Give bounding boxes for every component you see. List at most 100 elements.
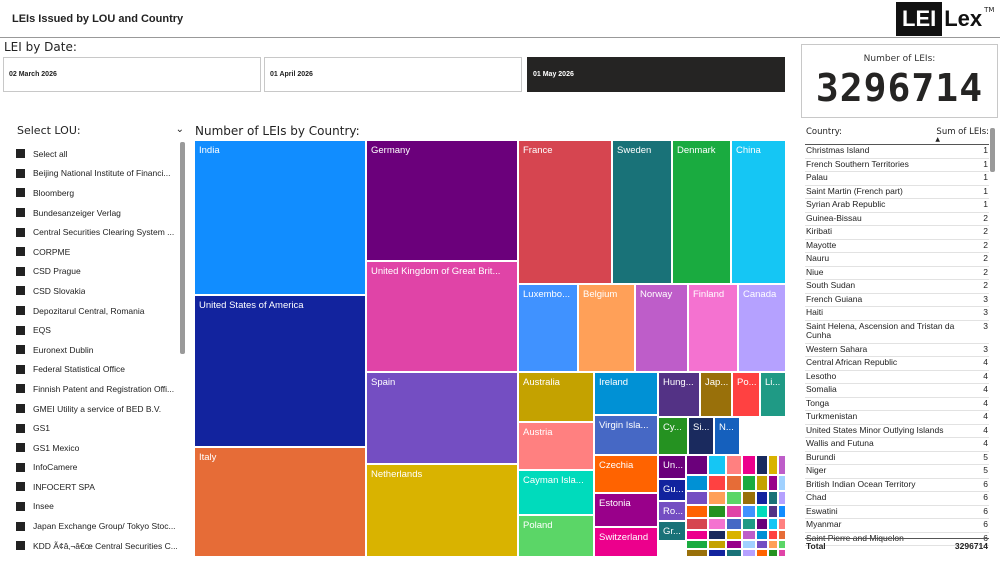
treemap-tile[interactable] bbox=[778, 518, 786, 530]
lou-option[interactable]: Beijing National Institute of Financi... bbox=[16, 164, 180, 184]
treemap-tile[interactable]: Virgin Isla... bbox=[594, 415, 658, 455]
treemap-tile[interactable] bbox=[768, 530, 778, 540]
table-row[interactable]: Western Sahara 3 bbox=[805, 344, 989, 357]
treemap-tile[interactable] bbox=[708, 530, 726, 540]
treemap-tile[interactable] bbox=[708, 475, 726, 491]
table-row[interactable]: French Southern Territories 1 bbox=[805, 159, 989, 172]
checkbox-icon[interactable] bbox=[16, 462, 25, 472]
treemap-tile[interactable]: Norway bbox=[635, 284, 688, 372]
table-row[interactable]: Saint Helena, Ascension and Tristan da C… bbox=[805, 321, 989, 344]
table-row[interactable]: Kiribati 2 bbox=[805, 226, 989, 240]
treemap-tile[interactable] bbox=[686, 518, 708, 530]
treemap-tile[interactable] bbox=[778, 549, 786, 557]
lou-option[interactable]: Japan Exchange Group/ Tokyo Stoc... bbox=[16, 516, 180, 536]
lou-option[interactable]: GMEI Utility a service of BED B.V. bbox=[16, 399, 180, 419]
treemap-tile[interactable] bbox=[726, 475, 742, 491]
treemap-tile[interactable]: Belgium bbox=[578, 284, 635, 372]
treemap-tile[interactable]: Poland bbox=[518, 515, 594, 557]
table-row[interactable]: Eswatini 6 bbox=[805, 506, 989, 519]
treemap-tile[interactable] bbox=[686, 505, 708, 518]
treemap-tile[interactable]: Luxembo... bbox=[518, 284, 578, 372]
table-row[interactable]: Haiti 3 bbox=[805, 307, 989, 321]
treemap-tile[interactable] bbox=[742, 455, 756, 475]
treemap-tile[interactable] bbox=[726, 505, 742, 518]
treemap-tile[interactable]: Hung... bbox=[658, 372, 700, 417]
checkbox-icon[interactable] bbox=[16, 521, 25, 531]
treemap-tile[interactable] bbox=[708, 505, 726, 518]
lou-option[interactable]: INFOCERT SPA bbox=[16, 477, 180, 497]
treemap-tile[interactable] bbox=[742, 475, 756, 491]
treemap-tile[interactable] bbox=[756, 475, 768, 491]
treemap-tile[interactable]: Cayman Isla... bbox=[518, 470, 594, 515]
checkbox-icon[interactable] bbox=[16, 404, 25, 414]
treemap-tile[interactable] bbox=[686, 491, 708, 505]
table-row[interactable]: United States Minor Outlying Islands 4 bbox=[805, 425, 989, 438]
table-row[interactable]: Chad 6 bbox=[805, 492, 989, 506]
lou-option[interactable]: Bloomberg bbox=[16, 183, 180, 203]
treemap-tile[interactable]: China bbox=[731, 140, 786, 284]
treemap-tile[interactable] bbox=[686, 475, 708, 491]
treemap-tile[interactable]: Li... bbox=[760, 372, 786, 417]
treemap-tile[interactable] bbox=[686, 530, 708, 540]
treemap-tile[interactable] bbox=[756, 530, 768, 540]
country-table-scrollbar[interactable] bbox=[990, 128, 995, 172]
treemap-tile[interactable] bbox=[768, 518, 778, 530]
lou-option[interactable]: CSD Prague bbox=[16, 262, 180, 282]
checkbox-icon[interactable] bbox=[16, 364, 25, 374]
treemap-tile[interactable]: Sweden bbox=[612, 140, 672, 284]
checkbox-icon[interactable] bbox=[16, 423, 25, 433]
treemap-tile[interactable]: Jap... bbox=[700, 372, 732, 417]
treemap-tile[interactable]: France bbox=[518, 140, 612, 284]
treemap-tile[interactable]: N... bbox=[714, 417, 740, 455]
treemap-tile[interactable] bbox=[768, 540, 778, 549]
treemap-tile[interactable] bbox=[756, 549, 768, 557]
treemap-tile[interactable]: Estonia bbox=[594, 493, 658, 527]
treemap-tile[interactable]: Netherlands bbox=[366, 464, 518, 557]
treemap-tile[interactable] bbox=[742, 549, 756, 557]
treemap-tile[interactable]: Po... bbox=[732, 372, 760, 417]
lou-slicer-header[interactable]: Select LOU: ⌄ bbox=[17, 124, 188, 140]
treemap-tile[interactable]: India bbox=[194, 140, 366, 295]
treemap-tile[interactable]: United Kingdom of Great Brit... bbox=[366, 261, 518, 372]
checkbox-icon[interactable] bbox=[16, 443, 25, 453]
table-row[interactable]: Guinea-Bissau 2 bbox=[805, 213, 989, 226]
treemap-tile[interactable] bbox=[742, 505, 756, 518]
table-row[interactable]: Christmas Island 1 bbox=[805, 145, 989, 159]
treemap-tile[interactable]: Ro... bbox=[658, 501, 686, 521]
lou-option[interactable]: Finnish Patent and Registration Offi... bbox=[16, 379, 180, 399]
checkbox-icon[interactable] bbox=[16, 149, 25, 159]
lou-option[interactable]: EQS bbox=[16, 320, 180, 340]
treemap-tile[interactable] bbox=[756, 518, 768, 530]
treemap-tile[interactable] bbox=[778, 491, 786, 505]
lou-list-scrollbar[interactable] bbox=[180, 142, 185, 354]
treemap-tile[interactable] bbox=[756, 455, 768, 475]
treemap-tile[interactable] bbox=[726, 530, 742, 540]
checkbox-icon[interactable] bbox=[16, 286, 25, 296]
table-row[interactable]: French Guiana 3 bbox=[805, 294, 989, 307]
table-row[interactable]: Burundi 5 bbox=[805, 452, 989, 465]
sort-ascending-icon[interactable]: ▲ bbox=[935, 136, 940, 143]
chevron-down-icon[interactable]: ⌄ bbox=[175, 124, 184, 135]
checkbox-icon[interactable] bbox=[16, 227, 25, 237]
treemap-tile[interactable] bbox=[768, 491, 778, 505]
treemap-tile[interactable] bbox=[778, 475, 786, 491]
treemap-tile[interactable] bbox=[742, 540, 756, 549]
treemap-tile[interactable] bbox=[726, 540, 742, 549]
checkbox-icon[interactable] bbox=[16, 325, 25, 335]
treemap-tile[interactable] bbox=[756, 505, 768, 518]
table-row[interactable]: South Sudan 2 bbox=[805, 280, 989, 294]
treemap-tile[interactable] bbox=[708, 540, 726, 549]
treemap-tile[interactable] bbox=[768, 505, 778, 518]
treemap-tile[interactable]: Gr... bbox=[658, 521, 686, 541]
sum-column-header[interactable]: Sum of LEIs: bbox=[936, 127, 989, 137]
table-row[interactable]: Palau 1 bbox=[805, 172, 989, 186]
lou-option[interactable]: KDD Ã¢â‚¬â€œ Central Securities C... bbox=[16, 536, 180, 556]
treemap-tile[interactable]: Cy... bbox=[658, 417, 688, 455]
checkbox-icon[interactable] bbox=[16, 306, 25, 316]
table-row[interactable]: Saint Martin (French part) 1 bbox=[805, 186, 989, 199]
table-row[interactable]: Saint Pierre and Miquelon 6 bbox=[805, 533, 989, 546]
treemap-tile[interactable] bbox=[756, 491, 768, 505]
treemap-tile[interactable] bbox=[742, 491, 756, 505]
table-row[interactable]: Turkmenistan 4 bbox=[805, 411, 989, 425]
lou-option[interactable]: CSD Slovakia bbox=[16, 281, 180, 301]
